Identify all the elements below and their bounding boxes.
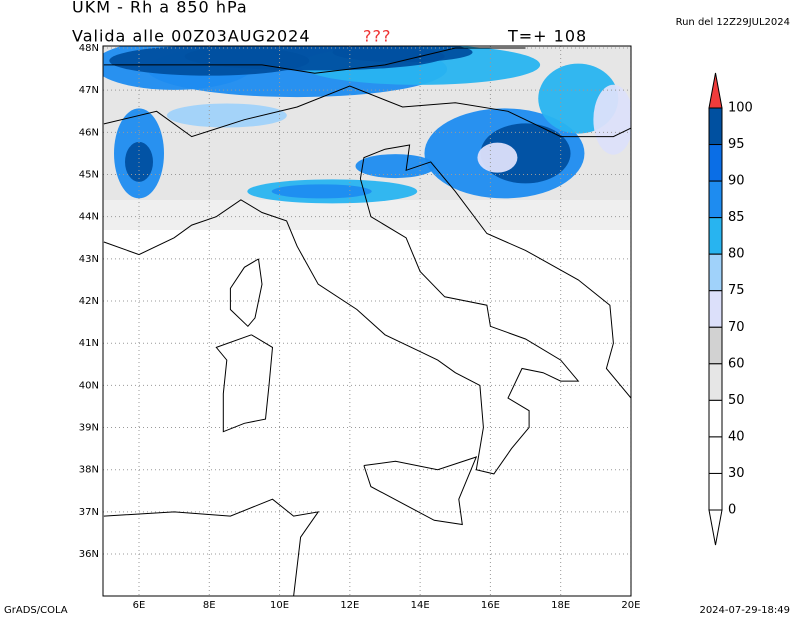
humidity-area xyxy=(355,154,436,179)
lon-label: 20E xyxy=(621,600,640,611)
colorbar-swatch xyxy=(708,472,723,511)
lat-label: 42N xyxy=(79,296,99,307)
coastline xyxy=(103,498,320,596)
coastline xyxy=(103,85,631,138)
lon-label: 16E xyxy=(481,600,500,611)
lon-label: 14E xyxy=(411,600,430,611)
lon-label: 10E xyxy=(270,600,289,611)
shade xyxy=(103,200,631,230)
lon-label: 6E xyxy=(133,600,146,611)
lat-label: 46N xyxy=(79,127,99,138)
colorbar-swatch xyxy=(708,290,723,328)
lon-label: 12E xyxy=(340,600,359,611)
lat-label: 38N xyxy=(79,465,99,476)
coastline xyxy=(103,47,526,74)
lat-label: 47N xyxy=(79,85,99,96)
colorbar-swatch xyxy=(708,180,723,219)
colorbar-label: 95 xyxy=(728,137,745,152)
map xyxy=(103,46,631,596)
lat-label: 37N xyxy=(79,507,99,518)
lat-label: 44N xyxy=(79,212,99,223)
colorbar-swatch xyxy=(708,144,723,182)
coastline xyxy=(363,456,478,526)
run-time: Run del 12Z29JUL2024 xyxy=(676,17,790,28)
colorbar-top xyxy=(708,72,723,109)
colorbar-label: 0 xyxy=(728,503,736,518)
colorbar-swatch xyxy=(708,399,723,438)
colorbar: 100 95 90 85 80 75 70 60 50 40 30 0 xyxy=(708,72,753,546)
coastline xyxy=(215,334,274,433)
colorbar-swatch xyxy=(708,326,723,365)
humidity-area xyxy=(593,84,631,155)
colorbar-label: 100 xyxy=(728,101,753,116)
lon-label: 8E xyxy=(203,600,216,611)
lat-label: 40N xyxy=(79,380,99,391)
valid-time: Valida alle 00Z03AUG2024 xyxy=(72,27,311,46)
colorbar-swatch xyxy=(708,253,723,292)
colorbar-label: 90 xyxy=(728,174,745,189)
humidity-area xyxy=(477,142,518,173)
coastline xyxy=(103,144,631,475)
colorbar-swatch xyxy=(708,363,723,401)
map-frame xyxy=(102,45,632,597)
colorbar-label: 50 xyxy=(728,393,745,408)
lon-label: 18E xyxy=(551,600,570,611)
lat-label: 39N xyxy=(79,423,99,434)
lat-label: 41N xyxy=(79,338,99,349)
footer-right: 2024-07-29-18:49 xyxy=(699,605,790,616)
colorbar-label: 60 xyxy=(728,356,745,371)
footer-left: GrADS/COLA xyxy=(4,605,68,616)
lat-label: 43N xyxy=(79,254,99,265)
lat-label: 48N xyxy=(79,43,99,54)
forecast-step: T=+ 108 xyxy=(507,27,587,46)
title: UKM - Rh a 850 hPa xyxy=(72,0,248,17)
humidity-area xyxy=(125,141,153,182)
humidity-area xyxy=(166,103,287,128)
colorbar-label: 40 xyxy=(728,429,745,444)
colorbar-label: 85 xyxy=(728,210,745,225)
colorbar-bottom xyxy=(708,509,723,546)
colorbar-swatch xyxy=(708,107,723,146)
colorbar-label: 75 xyxy=(728,283,745,298)
lat-label: 36N xyxy=(79,549,99,560)
colorbar-label: 80 xyxy=(728,247,745,262)
colorbar-label: 30 xyxy=(728,466,745,481)
coastline xyxy=(229,258,263,328)
colorbar-label: 70 xyxy=(728,320,745,335)
colorbar-swatch xyxy=(708,217,723,255)
lat-label: 45N xyxy=(79,170,99,181)
humidity-area xyxy=(332,46,473,63)
colorbar-swatch xyxy=(708,436,723,474)
flag: ??? xyxy=(363,27,391,46)
humidity-area xyxy=(271,184,372,199)
